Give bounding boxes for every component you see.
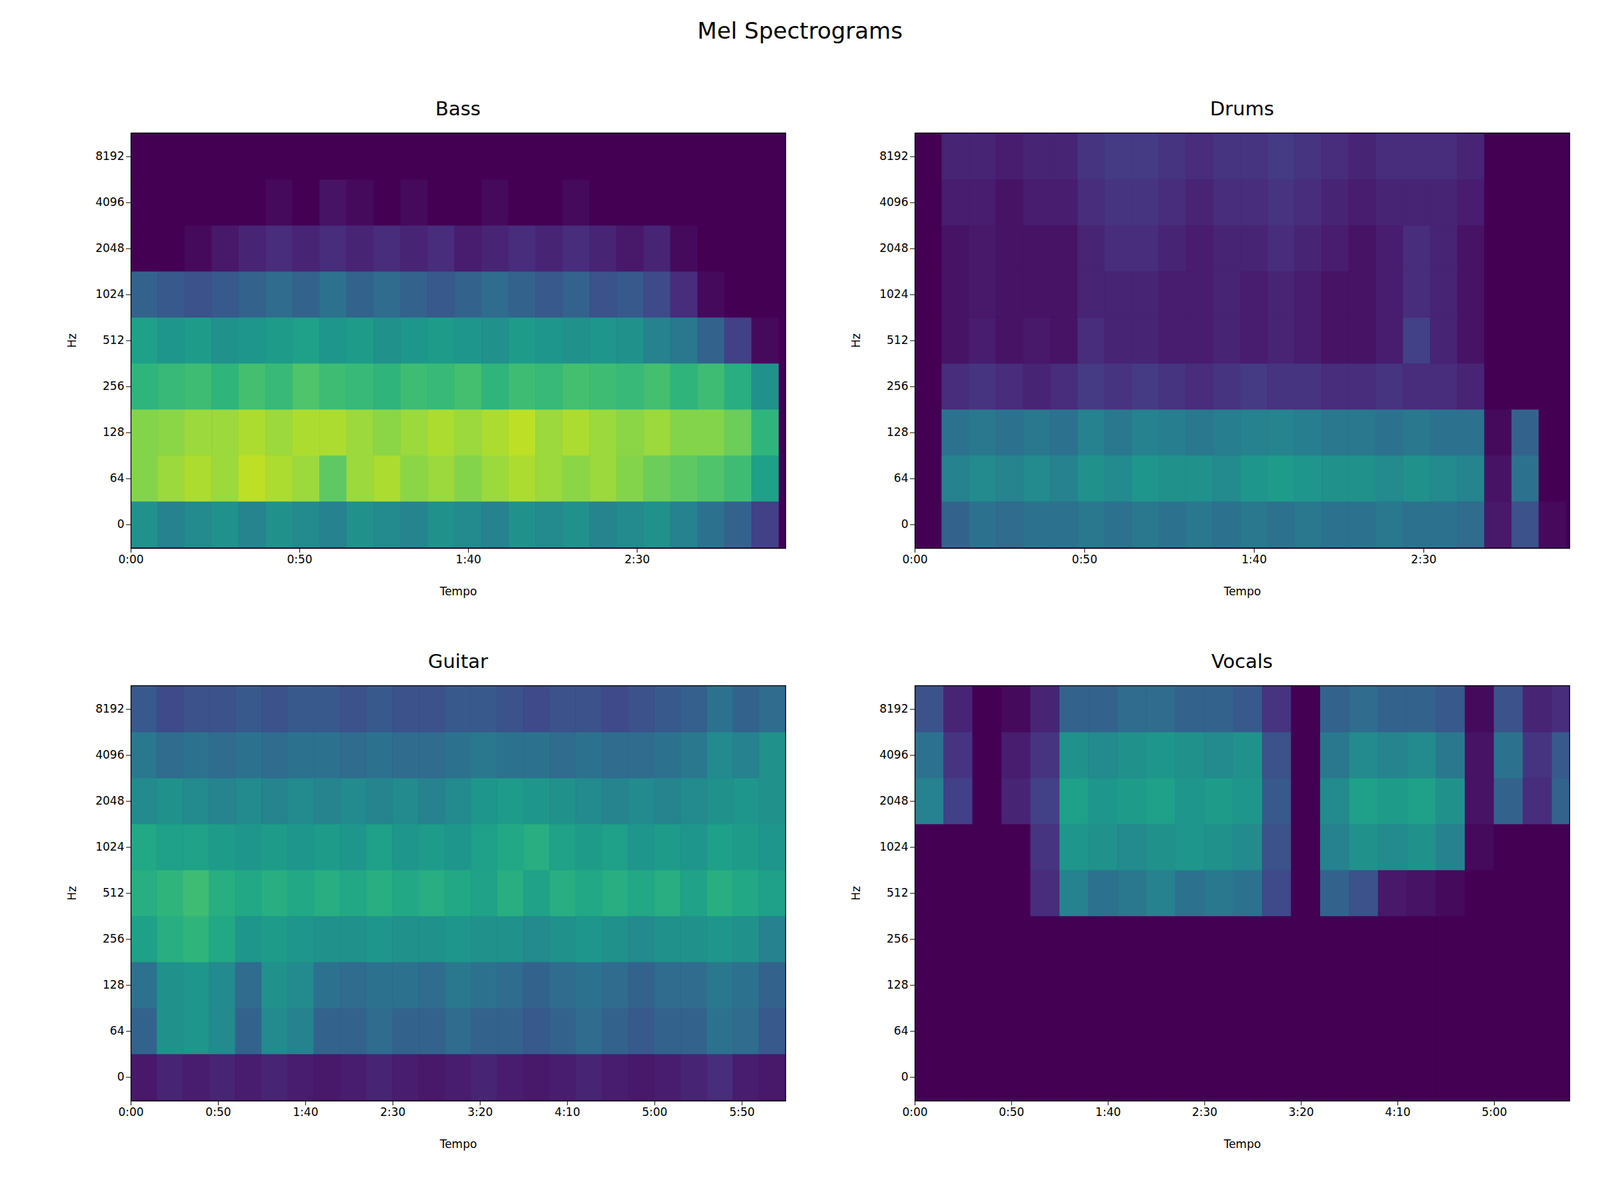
svg-text:3:20: 3:20 [1288,1105,1314,1119]
svg-text:512: 512 [102,333,124,347]
svg-text:2048: 2048 [879,241,908,255]
svg-text:Hz: Hz [65,886,79,901]
svg-text:Hz: Hz [849,886,863,901]
svg-text:2:30: 2:30 [1411,552,1437,566]
svg-text:0:00: 0:00 [118,1105,144,1119]
svg-text:0:00: 0:00 [902,1105,928,1119]
svg-text:Hz: Hz [849,333,863,348]
svg-text:2048: 2048 [879,794,908,808]
svg-text:Tempo: Tempo [439,584,478,598]
svg-text:Tempo: Tempo [1223,584,1262,598]
svg-text:5:00: 5:00 [642,1105,668,1119]
svg-text:0:00: 0:00 [902,552,928,566]
svg-text:0:00: 0:00 [118,552,144,566]
svg-text:1024: 1024 [879,840,908,854]
svg-text:2:30: 2:30 [380,1105,406,1119]
svg-text:2:30: 2:30 [1192,1105,1218,1119]
svg-text:8192: 8192 [879,149,908,163]
svg-text:512: 512 [886,886,908,900]
svg-text:0: 0 [117,1070,125,1084]
svg-text:5:50: 5:50 [729,1105,755,1119]
svg-text:128: 128 [102,978,124,992]
html-text:Bass: Bass [435,97,481,120]
svg-text:8192: 8192 [95,702,124,716]
svg-text:0:50: 0:50 [1072,552,1098,566]
html-text:Mel Spectrograms: Mel Spectrograms [697,17,903,44]
svg-text:2048: 2048 [95,241,124,255]
svg-text:256: 256 [102,932,124,946]
svg-text:3:20: 3:20 [467,1105,493,1119]
svg-text:0:50: 0:50 [205,1105,231,1119]
svg-text:8192: 8192 [95,149,124,163]
svg-text:256: 256 [102,379,124,393]
svg-text:Tempo: Tempo [1223,1137,1262,1151]
html-text:Drums: Drums [1210,97,1274,120]
html-text:Guitar: Guitar [428,650,488,673]
svg-text:5:00: 5:00 [1481,1105,1507,1119]
html-text:Vocals: Vocals [1211,650,1273,673]
svg-text:128: 128 [886,425,908,439]
svg-text:1:40: 1:40 [292,1105,318,1119]
svg-text:64: 64 [110,471,125,485]
svg-text:Hz: Hz [65,333,79,348]
svg-text:Tempo: Tempo [439,1137,478,1151]
svg-text:64: 64 [894,1024,909,1038]
svg-text:0: 0 [117,517,125,531]
svg-text:1024: 1024 [95,287,124,301]
svg-text:1:40: 1:40 [456,552,482,566]
svg-text:2:30: 2:30 [624,552,650,566]
svg-text:0:50: 0:50 [286,552,312,566]
svg-text:512: 512 [102,886,124,900]
svg-text:8192: 8192 [879,702,908,716]
svg-text:0:50: 0:50 [998,1105,1024,1119]
svg-text:1024: 1024 [879,287,908,301]
svg-text:4096: 4096 [879,748,908,762]
svg-text:0: 0 [901,1070,909,1084]
svg-text:4096: 4096 [879,195,908,209]
svg-text:256: 256 [886,379,908,393]
svg-text:4096: 4096 [95,195,124,209]
svg-text:128: 128 [102,425,124,439]
svg-text:1024: 1024 [95,840,124,854]
svg-text:4096: 4096 [95,748,124,762]
svg-text:1:40: 1:40 [1241,552,1267,566]
svg-text:512: 512 [886,333,908,347]
svg-text:64: 64 [110,1024,125,1038]
svg-text:128: 128 [886,978,908,992]
svg-text:1:40: 1:40 [1095,1105,1121,1119]
svg-text:64: 64 [894,471,909,485]
svg-text:4:10: 4:10 [554,1105,580,1119]
svg-text:0: 0 [901,517,909,531]
svg-text:256: 256 [886,932,908,946]
svg-text:2048: 2048 [95,794,124,808]
svg-text:4:10: 4:10 [1385,1105,1411,1119]
